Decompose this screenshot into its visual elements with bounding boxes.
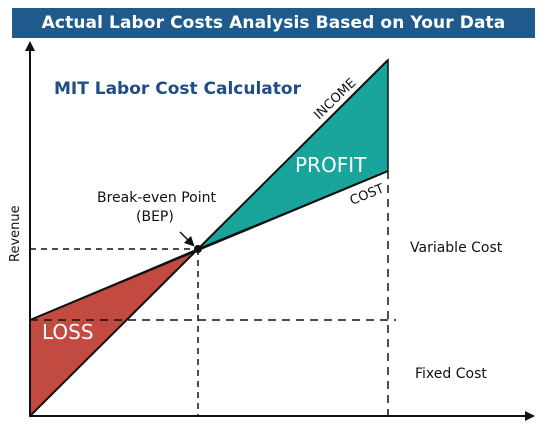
bep-pointer-arrow [179,231,195,247]
y-axis-label: Revenue [8,205,23,262]
variable-cost-label: Variable Cost [410,240,503,256]
fixed-cost-label: Fixed Cost [415,366,487,382]
header-banner: Actual Labor Costs Analysis Based on You… [12,8,535,38]
profit-label: PROFIT [295,153,367,177]
bep-point [194,245,202,253]
page-title: Actual Labor Costs Analysis Based on You… [41,13,506,33]
bep-label-line1: Break-even Point [97,190,217,206]
cost-line [29,170,389,321]
income-line [29,59,389,417]
bep-label-line2: (BEP) [136,209,174,225]
calculator-subtitle: MIT Labor Cost Calculator [54,79,302,99]
loss-label: LOSS [42,320,94,344]
